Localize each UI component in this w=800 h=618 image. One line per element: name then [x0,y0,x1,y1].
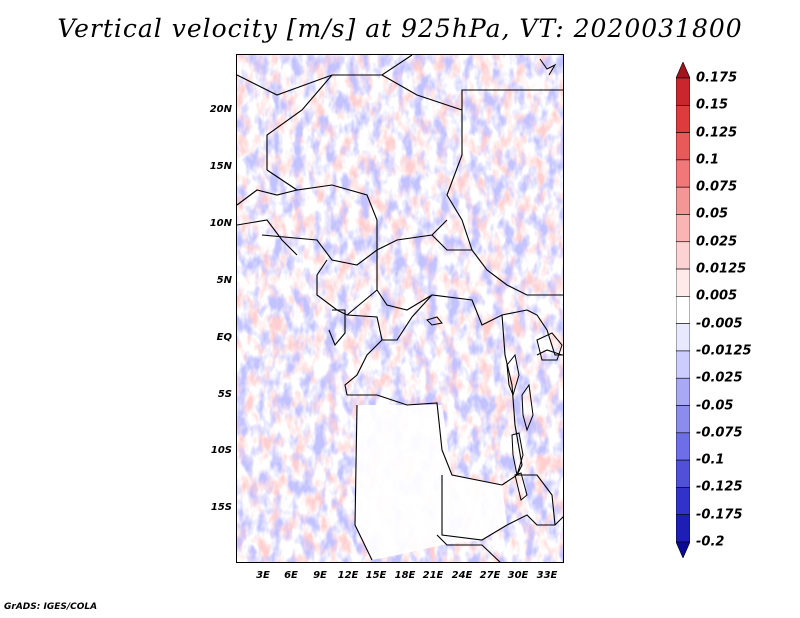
colorbar-tick-label: -0.125 [696,479,743,495]
colorbar-segment [676,159,690,188]
colorbar-tick-label: 0.15 [696,97,729,113]
colorbar-tick-label: -0.075 [696,425,743,441]
colorbar-tick-label: -0.0125 [696,343,752,359]
blank-region [355,405,507,560]
lon-label: 18E [394,570,416,581]
country-borders [237,55,563,562]
colorbar-segment [676,268,690,297]
colorbar-tick-label: 0.075 [696,179,738,195]
lon-label: 21E [422,570,444,581]
lat-label: EQ [216,332,232,343]
colorbar [676,62,690,558]
colorbar-tick-label: -0.2 [696,534,725,550]
lake-outlines [426,58,563,501]
lat-label: 10S [210,445,232,456]
colorbar-tick-label: -0.005 [696,316,743,332]
colorbar-segment [676,432,690,461]
chart-title: Vertical velocity [m/s] at 925hPa, VT: 2… [57,14,743,43]
lat-label: 15N [209,161,232,172]
colorbar-tick-label: 0.175 [696,70,738,86]
map-plot-area [236,54,564,563]
colorbar-tick-label: -0.1 [696,452,725,468]
lon-label: 9E [313,570,327,581]
colorbar-tick-label: 0.025 [696,234,738,250]
lon-label: 30E [507,570,529,581]
lon-label: 24E [451,570,473,581]
colorbar-segment [676,214,690,243]
lon-label: 6E [284,570,298,581]
colorbar-segment [676,62,690,79]
lon-label: 12E [337,570,359,581]
colorbar-tick-label: -0.025 [696,370,743,386]
colorbar-segment [676,241,690,270]
lat-label: 15S [210,502,232,513]
colorbar-segment [676,104,690,133]
colorbar-segment [676,323,690,352]
colorbar-tick-label: -0.05 [696,398,734,414]
colorbar-segment [676,186,690,215]
colorbar-segment [676,77,690,106]
colorbar-tick-label: 0.1 [696,152,720,168]
lon-label: 27E [479,570,501,581]
lon-label: 15E [365,570,387,581]
colorbar-segment [676,541,690,558]
colorbar-tick-label: 0.05 [696,206,729,222]
lat-label: 20N [209,104,232,115]
colorbar-tick-label: 0.0125 [696,261,747,277]
colorbar-tick-label: 0.125 [696,125,738,141]
map-field [237,55,563,562]
colorbar-segment [676,296,690,324]
colorbar-segment [676,487,690,516]
colorbar-segment [676,514,690,543]
colorbar-segment [676,377,690,406]
colorbar-segment [676,459,690,488]
colorbar-tick-label: -0.175 [696,507,743,523]
colorbar-segment [676,350,690,379]
colorbar-tick-label: 0.005 [696,288,738,304]
lat-label: 5N [216,275,232,286]
lon-label: 33E [536,570,558,581]
colorbar-segment [676,132,690,161]
lon-label: 3E [256,570,270,581]
lat-label: 5S [217,389,232,400]
footer-credit: GrADS: IGES/COLA [4,602,98,612]
colorbar-segment [676,405,690,434]
lat-label: 10N [209,218,232,229]
